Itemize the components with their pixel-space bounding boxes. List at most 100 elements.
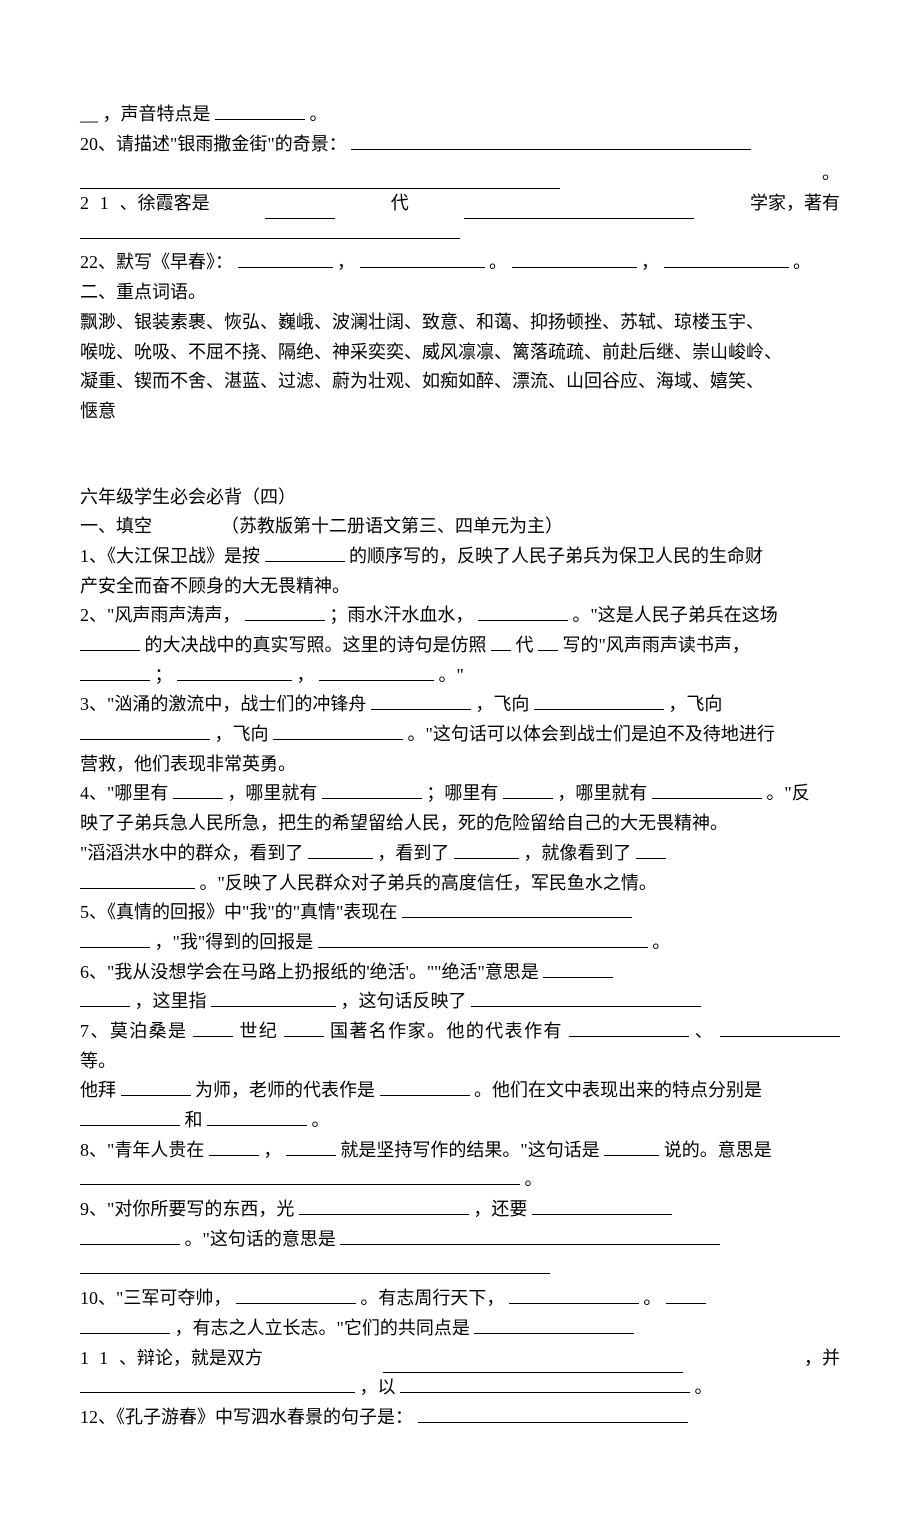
text: 。有志周行天下，: [360, 1288, 504, 1308]
text: 。"反映了人民群众对子弟兵的高度信任，军民鱼水之情。: [200, 873, 657, 893]
q9-line1: 9、"对你所要写的东西，光 ，还要: [80, 1195, 840, 1225]
blank-input[interactable]: [371, 692, 471, 710]
blank-input[interactable]: [80, 663, 150, 681]
text: 7、莫泊桑是: [80, 1021, 187, 1041]
text: 。"这句话的意思是: [185, 1229, 336, 1249]
text: 4、"哪里有: [80, 783, 168, 803]
text: 。": [439, 665, 464, 685]
blank-input[interactable]: [319, 663, 434, 681]
blank-input[interactable]: [299, 1197, 469, 1215]
blank-input[interactable]: [80, 633, 140, 651]
blank-input[interactable]: [532, 1197, 672, 1215]
blank-input[interactable]: [636, 841, 666, 859]
blank-input[interactable]: [534, 692, 664, 710]
blank-input[interactable]: [351, 132, 751, 150]
blank-input[interactable]: [318, 930, 648, 948]
blank-input[interactable]: [173, 781, 223, 799]
blank-input[interactable]: [209, 1138, 259, 1156]
q3-line2: ，飞向 。"这句话可以体会到战士们是迫不及待地进行: [80, 720, 840, 750]
blank-input[interactable]: [80, 1167, 520, 1185]
text: 国著名作家。他的代表作有: [330, 1021, 563, 1041]
q5-line1: 5、《真情的回报》中"我"的"真情"表现在: [80, 898, 840, 928]
q4-line3: "滔滔洪水中的群众，看到了 ，看到了 ，就像看到了: [80, 839, 840, 869]
blank-input[interactable]: [121, 1078, 191, 1096]
text: 他拜: [80, 1080, 116, 1100]
blank-input[interactable]: [80, 1256, 550, 1274]
blank-input[interactable]: [80, 1375, 355, 1393]
text: ，有志之人立长志。"它们的共同点是: [175, 1318, 470, 1338]
blank-input[interactable]: [80, 722, 210, 740]
text: ，飞向: [215, 724, 269, 744]
text: ；: [155, 665, 173, 685]
blank-input[interactable]: [604, 1138, 659, 1156]
blank-input[interactable]: [308, 841, 373, 859]
blank-input[interactable]: [509, 1286, 639, 1304]
blank-input[interactable]: [418, 1405, 688, 1423]
blank-input[interactable]: [360, 250, 485, 268]
blank-input[interactable]: [464, 189, 694, 219]
text: 世纪: [239, 1021, 278, 1041]
q4-line4: 。"反映了人民群众对子弟兵的高度信任，军民鱼水之情。: [80, 869, 840, 899]
text: ，还要: [473, 1199, 527, 1219]
blank-input[interactable]: [80, 1227, 180, 1245]
blank-input[interactable]: [284, 1019, 324, 1037]
blank-input[interactable]: [340, 1227, 720, 1245]
blank-input[interactable]: [652, 781, 762, 799]
blank-input[interactable]: [569, 1019, 689, 1037]
blank-input[interactable]: [286, 1138, 336, 1156]
blank-input[interactable]: [512, 250, 637, 268]
blank-input[interactable]: [273, 722, 403, 740]
blank-input[interactable]: [80, 871, 195, 889]
blank-input[interactable]: [265, 189, 335, 219]
blank-input[interactable]: [402, 900, 632, 918]
text: ，声音特点是: [103, 104, 211, 124]
blank-input[interactable]: [543, 960, 613, 978]
blank-input[interactable]: [400, 1375, 690, 1393]
blank-input[interactable]: [380, 1078, 470, 1096]
blank-input[interactable]: [207, 1108, 307, 1126]
blank-input[interactable]: [80, 930, 150, 948]
text: 一、填空: [80, 516, 152, 536]
blank-input[interactable]: [215, 102, 305, 120]
blank-input[interactable]: [664, 250, 789, 268]
blank-input[interactable]: [471, 989, 701, 1007]
blank-input[interactable]: [322, 781, 422, 799]
blank-input[interactable]: [503, 781, 553, 799]
blank-input[interactable]: [193, 1019, 233, 1037]
blank-input[interactable]: [474, 1316, 634, 1334]
text: 20、请描述"银雨撒金街"的奇景：: [80, 134, 347, 154]
q10-line1: 10、"三军可夺帅， 。有志周行天下， 。: [80, 1284, 840, 1314]
blank-input[interactable]: [211, 989, 336, 1007]
blank-input[interactable]: [454, 841, 519, 859]
blank-input[interactable]: [245, 603, 325, 621]
q7-line2: 他拜 为师，老师的代表作是 。他们在文中表现出来的特点分别是: [80, 1076, 840, 1106]
blank-input[interactable]: [236, 1286, 356, 1304]
blank-input[interactable]: [265, 544, 345, 562]
blank-input[interactable]: [491, 633, 511, 651]
blank-input[interactable]: [720, 1019, 840, 1037]
text: ，哪里就有: [227, 783, 317, 803]
text: 、辩论，就是双方: [119, 1348, 263, 1368]
text: 就是坚持写作的结果。"这句话是: [340, 1140, 599, 1160]
text: ，: [263, 1140, 281, 1160]
blank-input[interactable]: [238, 250, 333, 268]
q4-line2: 映了子弟兵急人民所急，把生的希望留给人民，死的危险留给自己的大无畏精神。: [80, 809, 840, 839]
blank-input[interactable]: [478, 603, 568, 621]
q21-line1: 21、徐霞客是 代 学家，著有: [80, 189, 840, 219]
blank-input[interactable]: [80, 989, 130, 1007]
blank-input[interactable]: [80, 221, 460, 239]
blank-input[interactable]: [80, 1316, 170, 1334]
blank-input[interactable]: [80, 159, 560, 189]
text: 。他们在文中表现出来的特点分别是: [474, 1080, 762, 1100]
text: ，以: [360, 1377, 396, 1397]
q12: 12、《孔子游春》中写泗水春景的句子是：: [80, 1403, 840, 1433]
blank-input[interactable]: [538, 633, 558, 651]
blank-input[interactable]: [177, 663, 292, 681]
blank-input[interactable]: [383, 1344, 683, 1374]
blank-input[interactable]: [80, 1108, 180, 1126]
text: "滔滔洪水中的群众，看到了: [80, 843, 303, 863]
text: （苏教版第十二册语文第三、四单元为主）: [221, 516, 563, 536]
q10-line2: ，有志之人立长志。"它们的共同点是: [80, 1314, 840, 1344]
text: 21: [80, 193, 120, 213]
blank-input[interactable]: [666, 1286, 706, 1304]
